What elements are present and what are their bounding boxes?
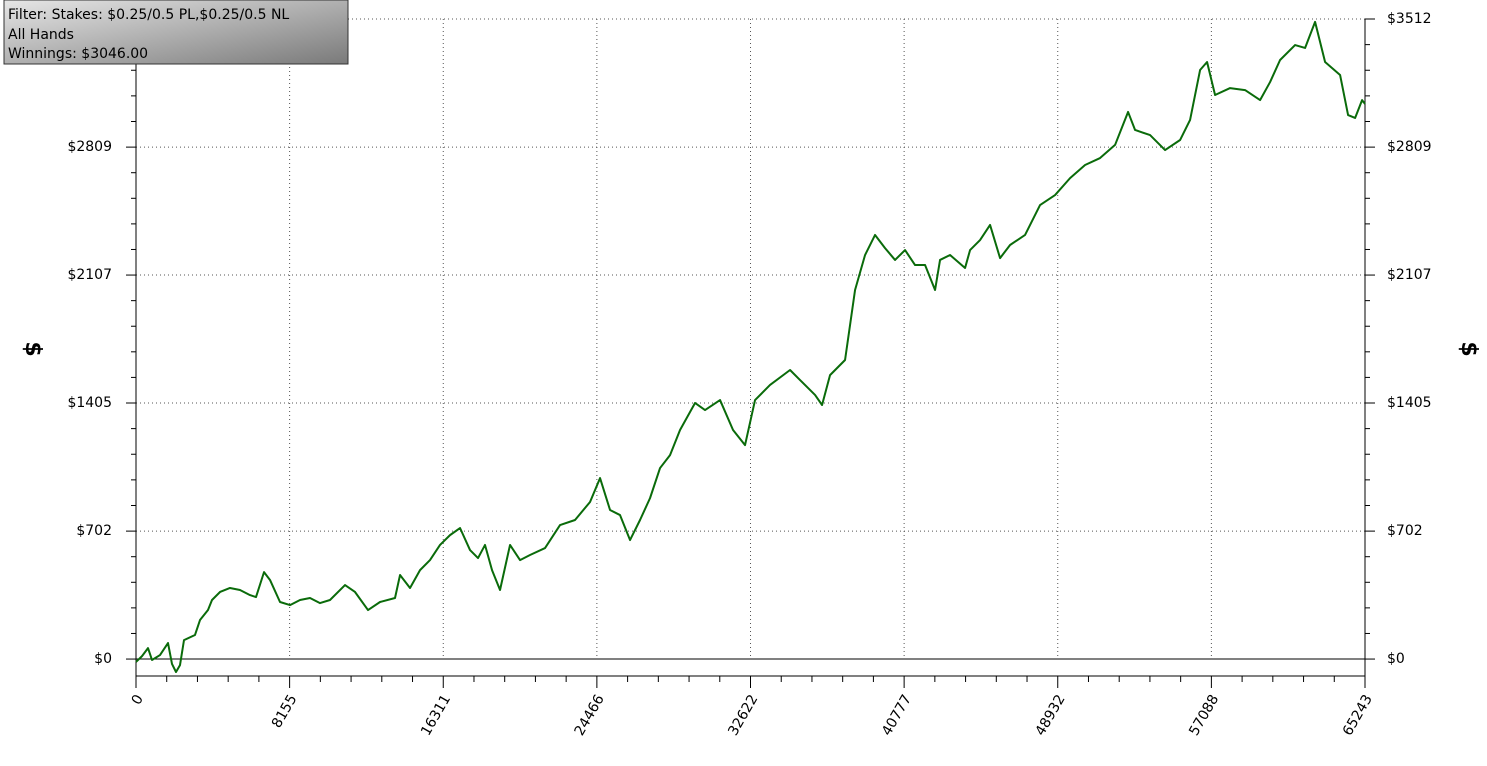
x-tick-label: 16311: [418, 692, 454, 739]
hands-text: All Hands: [8, 27, 74, 43]
winnings-text: Winnings: $3046.00: [8, 46, 148, 62]
x-tick-label: 65243: [1340, 692, 1376, 739]
y2-axis-label: $: [1456, 341, 1481, 356]
y-tick-label: $702: [76, 523, 112, 539]
x-tick-label: 0: [129, 692, 147, 708]
series-line: [135, 20, 1366, 673]
y-tick-label: $1405: [67, 395, 112, 411]
y2-tick-label: $3512: [1387, 11, 1432, 27]
y-axis-label: $: [20, 341, 45, 356]
y2-tick-label: $702: [1387, 523, 1423, 539]
y2-tick-label: $1405: [1387, 395, 1432, 411]
x-tick-label: 40777: [879, 692, 915, 739]
x-tick-label: 48932: [1033, 692, 1069, 739]
y-tick-label: $2107: [67, 267, 112, 283]
y2-tick-label: $2107: [1387, 267, 1432, 283]
y2-tick-label: $2809: [1387, 139, 1432, 155]
x-tick-label: 32622: [725, 692, 761, 739]
y2-tick-label: $0: [1387, 651, 1405, 667]
x-tick-label: 24466: [572, 692, 608, 739]
y-tick-label: $2809: [67, 139, 112, 155]
y-tick-label: $0: [94, 651, 112, 667]
info-box: Filter: Stakes: $0.25/0.5 PL,$0.25/0.5 N…: [3, 0, 349, 65]
x-tick-label: 57088: [1186, 692, 1222, 739]
info-box-bg: [3, 0, 349, 65]
filter-text: Filter: Stakes: $0.25/0.5 PL,$0.25/0.5 N…: [8, 7, 289, 23]
plot-area: $0 $0 $702 $702 $1405 $1405 $2107 $2107 $2809 $28…: [20, 11, 1481, 739]
x-tick-label: 8155: [269, 692, 301, 731]
